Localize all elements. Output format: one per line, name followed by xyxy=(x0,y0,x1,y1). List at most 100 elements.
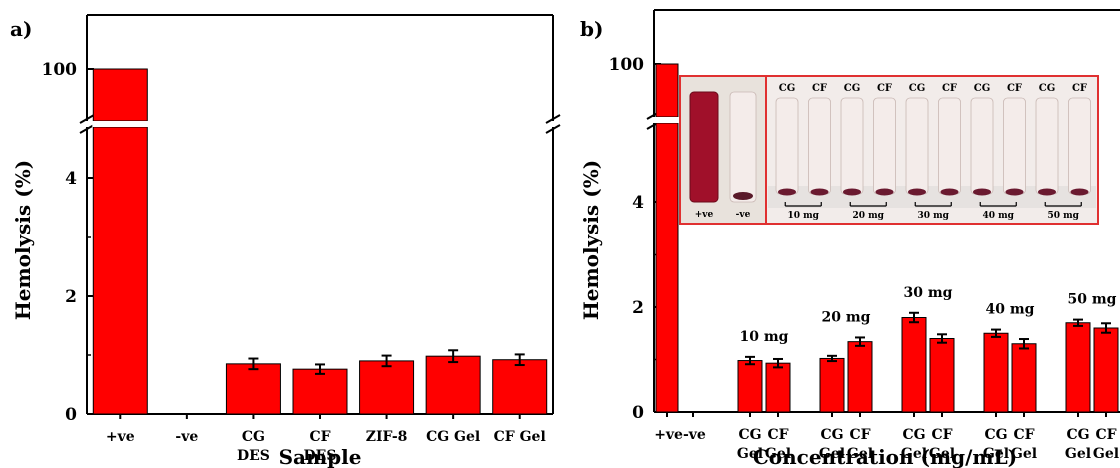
bar-lower xyxy=(655,122,679,413)
bar-upper xyxy=(92,68,148,122)
x-tick-label-bottom: Gel xyxy=(737,446,763,462)
photo-dose-bracket xyxy=(979,202,1017,207)
x-tick-label-top: CF xyxy=(1013,427,1034,443)
tube-sediment xyxy=(733,192,753,200)
tube-sediment xyxy=(1038,188,1056,196)
bar xyxy=(765,362,791,413)
y-axis-title: Hemolysis (%) xyxy=(579,160,603,320)
sample-tube xyxy=(970,97,994,195)
group-label: 40 mg xyxy=(986,302,1035,318)
bar xyxy=(359,360,415,415)
bar xyxy=(847,341,873,413)
y-tick-label: 0 xyxy=(632,403,644,423)
photo-tube-label: CG xyxy=(974,83,991,94)
x-tick-label-bottom: Gel xyxy=(1065,446,1091,462)
tube-sediment xyxy=(875,188,894,196)
sample-tube xyxy=(1003,97,1026,195)
group-label: 30 mg xyxy=(904,285,953,301)
x-tick-label: DES xyxy=(237,448,270,464)
photo-label-positive: +ve xyxy=(695,210,714,220)
bar-break-gap xyxy=(655,117,679,123)
tube-negative-control xyxy=(729,91,757,203)
break-slash-lower xyxy=(545,124,561,134)
x-tick-label: CF Gel xyxy=(494,429,546,445)
y-tick-label: 100 xyxy=(42,60,78,80)
x-tick-label-bottom: Gel xyxy=(1011,446,1037,462)
x-tick-label-bottom: Gel xyxy=(819,446,845,462)
photo-dose-label: 50 mg xyxy=(1048,211,1080,221)
sample-tube xyxy=(1035,97,1059,195)
error-bar xyxy=(991,328,1001,338)
x-tick-label-bottom: Gel xyxy=(983,446,1009,462)
photo-dose-label: 20 mg xyxy=(853,211,885,221)
x-tick-label-top: CF xyxy=(849,427,870,443)
x-tick-label: CG Gel xyxy=(426,429,480,445)
photo-tube-label: CF xyxy=(877,83,892,94)
error-bar xyxy=(448,349,459,364)
bar-lower xyxy=(92,126,148,415)
y-tick-label: 4 xyxy=(632,193,644,213)
inset-photo: +ve -ve CG CF CG CF CG CF CG CF CG CF 10 mg 20 mg 30 m… xyxy=(679,75,1099,225)
error-bar xyxy=(745,355,755,366)
y-tick-label: 2 xyxy=(632,298,644,318)
bar xyxy=(983,332,1009,413)
photo-dose-bracket xyxy=(784,202,822,207)
photo-dose-bracket xyxy=(914,202,952,207)
x-tick-label: CG xyxy=(242,429,265,445)
error-bar xyxy=(514,353,525,367)
photo-tube-label: CF xyxy=(1072,83,1087,94)
sample-tube xyxy=(873,97,896,195)
axis-break-right-a xyxy=(545,114,561,134)
panel-label-b: b) xyxy=(580,17,603,41)
sample-tube xyxy=(808,97,831,195)
x-axis-title: Sample xyxy=(279,445,362,468)
x-tick-label: -ve xyxy=(175,429,198,445)
sample-tube xyxy=(775,97,799,195)
x-tick-label: ZIF-8 xyxy=(366,429,408,445)
tube-sediment xyxy=(1070,188,1089,196)
x-tick-label-top: CG xyxy=(902,427,925,443)
x-axis-title: Concentration (mg/mL) xyxy=(753,445,1017,468)
tube-positive-control xyxy=(689,91,719,203)
bar xyxy=(819,357,845,413)
y-tick-label: 4 xyxy=(65,169,77,189)
photo-dose-bracket xyxy=(1044,202,1082,207)
sample-tube xyxy=(840,97,864,195)
tube-sediment xyxy=(940,188,959,196)
x-tick-label-top: CF xyxy=(931,427,952,443)
group-label: 50 mg xyxy=(1068,292,1117,308)
break-slash-lower xyxy=(79,124,95,134)
error-bar xyxy=(773,357,783,369)
bar xyxy=(1011,343,1037,413)
tube-sediment xyxy=(1005,188,1024,196)
error-bar xyxy=(1019,338,1029,350)
photo-dose-label: 40 mg xyxy=(983,211,1015,221)
error-bar xyxy=(1073,318,1083,327)
sample-tube xyxy=(938,97,961,195)
error-bar xyxy=(827,354,837,363)
bars-a xyxy=(92,68,548,415)
error-bar xyxy=(1101,322,1111,334)
photo-tube-label: CG xyxy=(909,83,926,94)
photo-tube-label: CF xyxy=(1007,83,1022,94)
bar xyxy=(225,363,281,415)
bar xyxy=(292,368,348,415)
bar xyxy=(425,355,481,415)
y-tick-label: 2 xyxy=(65,287,77,307)
group-label: 20 mg xyxy=(822,309,871,325)
photo-tube-label: CF xyxy=(812,83,827,94)
x-tick-label-controls: +ve-ve xyxy=(654,427,706,443)
panel-a: a) 0 2 4 100 +ve -ve CG DES CF DES ZIF-8 CG Gel CF Ge… xyxy=(10,14,561,468)
x-tick-label-bottom: Gel xyxy=(929,446,955,462)
x-tick-label-top: CG xyxy=(738,427,761,443)
bar-break-gap xyxy=(92,121,149,127)
x-tick-label-bottom: Gel xyxy=(901,446,927,462)
x-tick-label-top: CF xyxy=(1095,427,1116,443)
tube-sediment xyxy=(778,188,796,196)
photo-dose-bracket xyxy=(849,202,887,207)
x-tick-label: CF xyxy=(309,429,330,445)
photo-tube-label: CF xyxy=(942,83,957,94)
error-bar xyxy=(315,363,325,375)
bar xyxy=(929,338,955,413)
bar xyxy=(492,359,548,415)
